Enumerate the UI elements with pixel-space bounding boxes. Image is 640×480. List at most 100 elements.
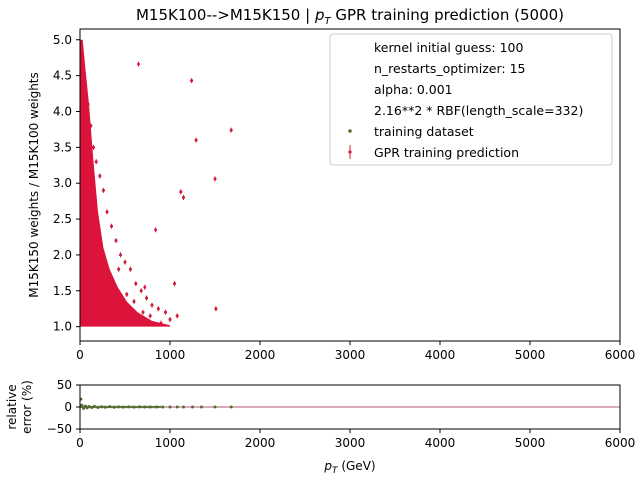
main-y-axis-label: M15K150 weights / M15K100 weights [27,72,41,298]
main-y-tick-label: 2.5 [53,212,72,226]
legend-entry-alpha: alpha: 0.001 [374,82,453,97]
residual-point [182,405,185,409]
prediction-point [134,282,138,286]
x-axis-label: pT (GeV) [323,459,375,476]
residual-point [132,405,136,409]
prediction-point [182,196,185,199]
prediction-density-band [80,39,170,327]
prediction-point [229,128,233,132]
prediction-point [168,318,172,321]
residual-y-tick-label: −50 [47,422,72,436]
residual-point [103,405,107,409]
residual-x-tick-label: 2000 [245,436,276,450]
residual-point [87,405,91,409]
prediction-point [132,300,136,303]
legend-entry-training: training dataset [374,124,474,139]
prediction-point [213,177,217,181]
residual-point [80,403,84,407]
main-plot: 0 1000 2000 3000 4000 5000 6000 1.0 1.5 2.0 2.5 3.0… [27,28,636,362]
prediction-point [143,285,147,289]
residual-point [112,405,116,409]
prediction-point [81,196,85,199]
prediction-point [101,260,104,264]
prediction-point [154,228,158,232]
residual-point [92,404,96,408]
residual-point [175,405,179,409]
residual-point [127,405,131,409]
prediction-point [129,267,132,271]
prediction-point [88,181,92,185]
prediction-point [141,310,145,314]
legend-entry-kernel: kernel initial guess: 100 [374,40,523,55]
prediction-point [159,321,163,325]
prediction-point [83,117,86,121]
prediction-point [102,188,105,192]
residual-point [96,405,100,409]
prediction-point [110,224,113,228]
residual-plot: 0 1000 2000 3000 4000 5000 6000 50 0 −50 relative… [5,378,635,476]
residual-point [100,405,104,409]
residual-y-tick-label: 0 [64,400,72,414]
residual-y-tick-label: 50 [57,378,72,392]
prediction-point [112,289,116,293]
residual-point [191,405,194,409]
residual-point [213,405,217,409]
prediction-point [84,88,87,92]
prediction-point [214,307,218,311]
prediction-point [80,45,84,49]
prediction-point [194,138,198,142]
main-x-tick-label: 5000 [515,348,546,362]
main-y-tick-label: 3.0 [53,176,72,190]
prediction-point [145,296,149,300]
residual-point [143,405,147,409]
main-x-tick-label: 0 [76,348,84,362]
residual-point [155,405,158,409]
main-x-tick-label: 2000 [245,348,276,362]
prediction-point [114,239,118,242]
prediction-point [119,253,122,257]
main-y-tick-label: 3.5 [53,140,72,154]
main-y-tick-label: 5.0 [53,33,72,47]
residual-y-axis-label-line1: relative [5,384,19,429]
prediction-point [82,67,85,70]
residual-point [148,405,152,409]
chart-title: M15K100-->M15K150 | pT GPR training pred… [136,6,564,27]
main-y-tick-label: 4.5 [53,69,72,83]
prediction-point [173,282,176,286]
prediction-point [89,124,93,128]
residual-y-axis-label-line2: error (%) [20,380,34,434]
residual-x-tick-label: 6000 [605,436,636,450]
main-y-tick-label: 4.0 [53,104,72,118]
main-y-tick-label: 2.0 [53,248,72,262]
residual-x-tick-label: 4000 [425,436,456,450]
residual-point [82,406,86,410]
prediction-point [123,260,127,264]
legend-entry-restarts: n_restarts_optimizer: 15 [374,61,525,76]
residual-point [161,405,165,409]
residual-density-band [80,405,161,409]
prediction-point [139,289,143,293]
residual-point [168,405,172,409]
main-x-tick-label: 1000 [155,348,186,362]
prediction-point [86,102,90,106]
residual-point [117,405,121,409]
main-x-tick-label: 6000 [605,348,636,362]
main-y-tick-label: 1.5 [53,284,72,298]
prediction-point [164,310,167,314]
prediction-point [92,145,95,149]
legend-entry-prediction: GPR training prediction [374,145,519,160]
residual-point [137,405,141,409]
residual-x-tick-label: 0 [76,436,84,450]
prediction-point [98,174,102,178]
legend-marker-prediction [348,150,352,154]
prediction-point [107,275,111,278]
prediction-point [85,239,89,242]
prediction-point [125,292,129,296]
prediction-point [175,314,179,318]
prediction-point [137,62,140,66]
residual-point [200,405,203,409]
prediction-point [91,217,94,221]
legend: kernel initial guess: 100 n_restarts_opt… [329,33,613,166]
main-x-tick-label: 4000 [425,348,456,362]
